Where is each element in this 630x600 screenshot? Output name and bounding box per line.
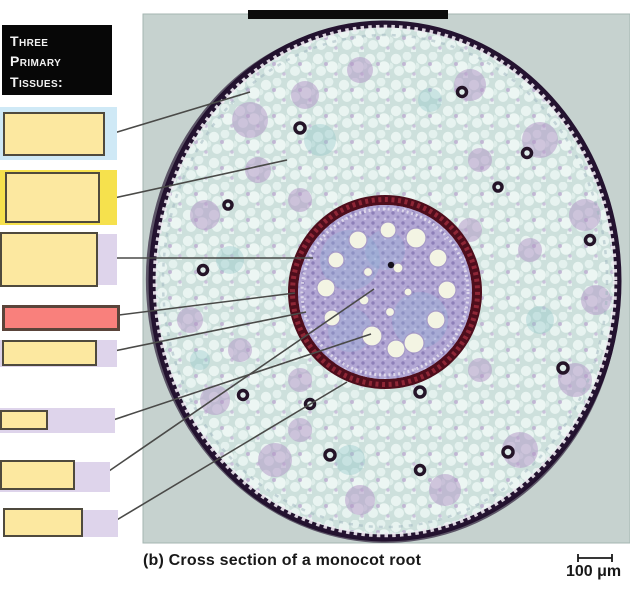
- blank-label-box-8[interactable]: [3, 508, 83, 537]
- header-line-1: Three: [10, 33, 49, 49]
- blank-label-box-7[interactable]: [0, 460, 75, 490]
- figure-caption: (b) Cross section of a monocot root: [143, 552, 422, 569]
- blank-label-box-3[interactable]: [0, 232, 98, 287]
- highlighted-label-box-4[interactable]: [2, 305, 120, 331]
- leader-line-2: [113, 159, 288, 199]
- leader-lines: [108, 91, 375, 522]
- epidermis-bead-ring: [152, 24, 618, 538]
- leader-line-7: [108, 288, 375, 472]
- leader-line-6: [112, 333, 372, 421]
- leader-line-4: [118, 292, 296, 316]
- scale-bar-label: 100 μm: [566, 563, 622, 580]
- cortex-dark-spots: [196, 85, 597, 477]
- blank-label-box-5[interactable]: [2, 340, 97, 366]
- three-primary-tissues-header: Three Primary Tissues:: [2, 25, 112, 95]
- blank-label-box-1[interactable]: [3, 112, 105, 156]
- endodermis-ring: [290, 197, 480, 387]
- pericycle-ring: [300, 207, 470, 377]
- stele-center-dot: [387, 261, 395, 269]
- stele: [288, 195, 482, 389]
- blank-label-box-6[interactable]: [0, 410, 48, 430]
- cortex-purple-patches: [177, 57, 611, 515]
- leader-line-1: [113, 91, 251, 134]
- header-line-3: Tissues:: [10, 73, 64, 90]
- blank-label-box-2[interactable]: [5, 172, 100, 223]
- cortex-teal-patches: [190, 88, 554, 475]
- leader-line-5: [113, 311, 307, 352]
- leader-line-8: [114, 381, 348, 522]
- xylem-vessels: [316, 221, 457, 359]
- scale-bar: [577, 554, 613, 562]
- header-line-2: Primary: [10, 53, 62, 70]
